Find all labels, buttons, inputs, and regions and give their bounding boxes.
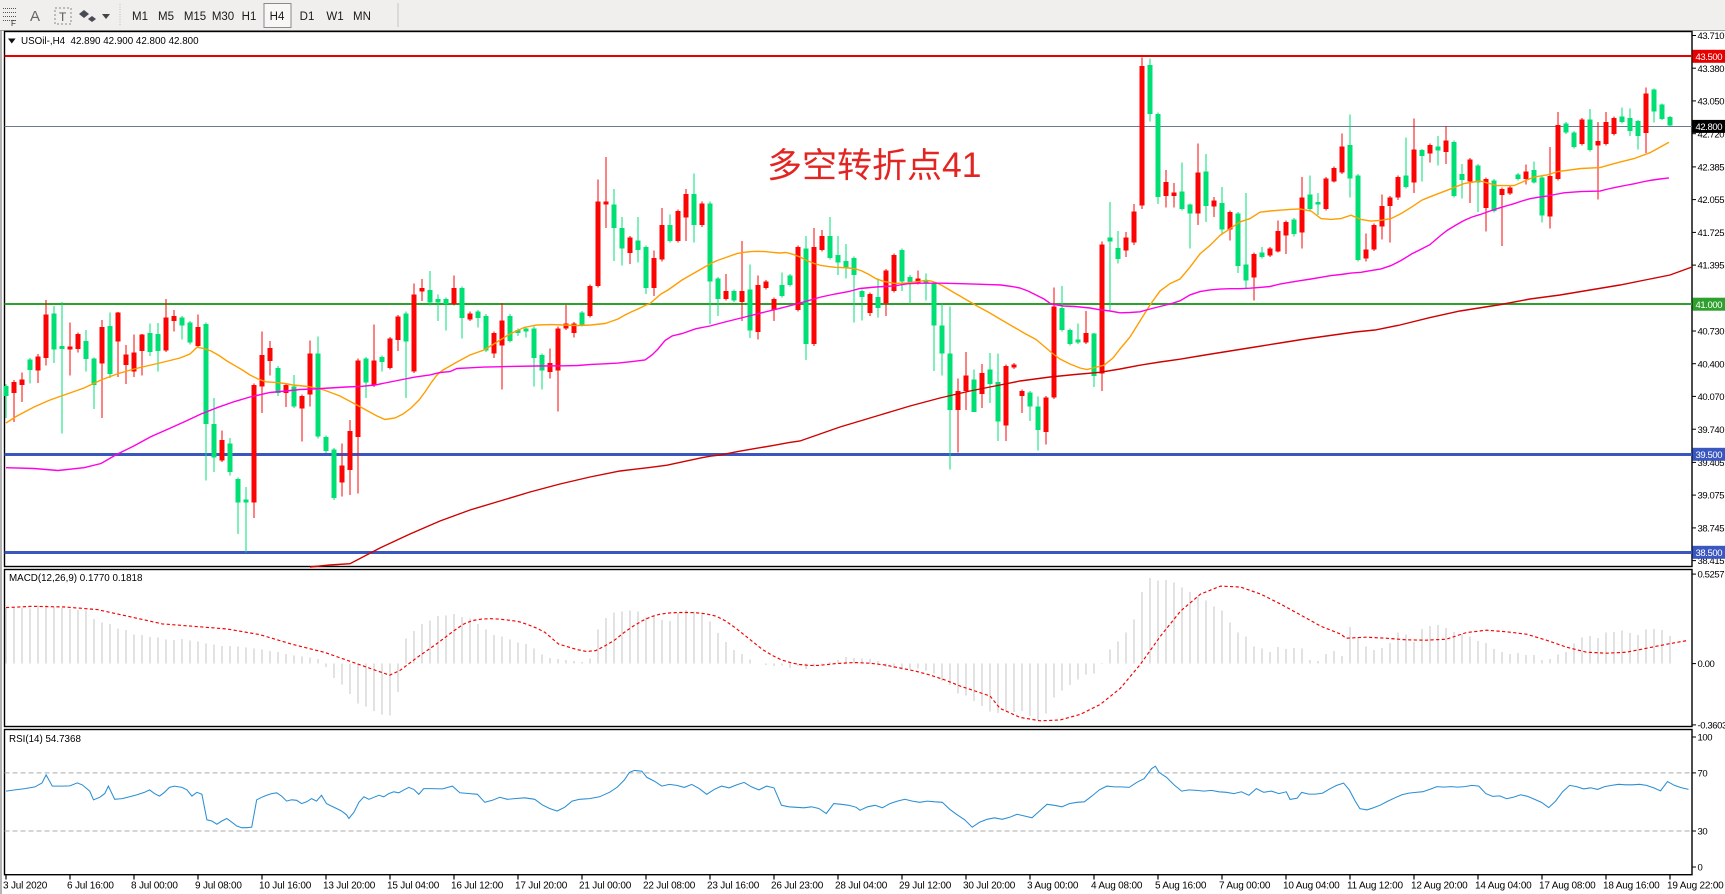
svg-text:USOil-,H4 42.890 42.900 42.80: USOil-,H4 42.890 42.900 42.800 42.800 [21,36,199,47]
svg-text:39.075: 39.075 [1698,491,1725,502]
svg-text:D1: D1 [300,11,315,23]
svg-text:RSI(14) 54.7368: RSI(14) 54.7368 [9,734,81,745]
svg-text:70: 70 [1698,769,1708,780]
svg-text:3 Jul 2020: 3 Jul 2020 [3,881,48,892]
svg-text:M15: M15 [184,11,206,23]
svg-text:14 Aug 04:00: 14 Aug 04:00 [1475,881,1532,892]
svg-text:0: 0 [1698,863,1703,874]
svg-text:30: 30 [1698,827,1708,838]
svg-text:38.745: 38.745 [1698,524,1725,535]
svg-text:10 Jul 16:00: 10 Jul 16:00 [259,881,312,892]
svg-text:M1: M1 [132,11,148,23]
svg-text:40.400: 40.400 [1698,359,1725,370]
svg-text:3 Aug 00:00: 3 Aug 00:00 [1027,881,1079,892]
svg-text:F: F [11,19,16,28]
svg-text:0.5257: 0.5257 [1698,570,1725,581]
svg-text:43.500: 43.500 [1696,52,1723,63]
svg-text:H1: H1 [242,11,257,23]
svg-text:38.415: 38.415 [1698,556,1725,567]
svg-text:39.740: 39.740 [1698,425,1725,436]
svg-text:28 Jul 04:00: 28 Jul 04:00 [835,881,888,892]
svg-text:41.000: 41.000 [1696,300,1723,311]
svg-text:22 Jul 08:00: 22 Jul 08:00 [643,881,696,892]
svg-text:0.00: 0.00 [1698,659,1715,670]
svg-text:10 Aug 04:00: 10 Aug 04:00 [1283,881,1340,892]
svg-text:11 Aug 12:00: 11 Aug 12:00 [1347,881,1403,892]
svg-text:30 Jul 20:00: 30 Jul 20:00 [963,881,1016,892]
svg-text:43.050: 43.050 [1698,97,1725,108]
svg-text:41.725: 41.725 [1698,228,1725,239]
svg-text:8 Jul 00:00: 8 Jul 00:00 [131,881,178,892]
svg-text:16 Jul 12:00: 16 Jul 12:00 [451,881,504,892]
svg-text:100: 100 [1698,733,1713,744]
svg-text:18 Aug 16:00: 18 Aug 16:00 [1603,881,1660,892]
svg-text:42.385: 42.385 [1698,163,1725,174]
svg-text:H4: H4 [270,11,285,23]
svg-text:13 Jul 20:00: 13 Jul 20:00 [323,881,376,892]
svg-text:6 Jul 16:00: 6 Jul 16:00 [67,881,114,892]
svg-text:T: T [59,10,67,24]
svg-text:MACD(12,26,9) 0.1770 0.1818: MACD(12,26,9) 0.1770 0.1818 [9,573,143,584]
svg-text:19 Aug 22:00: 19 Aug 22:00 [1667,881,1724,892]
svg-text:7 Aug 00:00: 7 Aug 00:00 [1219,881,1271,892]
svg-text:9 Jul 08:00: 9 Jul 08:00 [195,881,242,892]
svg-text:42.720: 42.720 [1698,129,1725,140]
svg-text:17 Jul 20:00: 17 Jul 20:00 [515,881,568,892]
svg-text:A: A [30,8,40,25]
svg-text:42.055: 42.055 [1698,195,1725,206]
svg-text:4 Aug 08:00: 4 Aug 08:00 [1091,881,1143,892]
svg-text:23 Jul 16:00: 23 Jul 16:00 [707,881,760,892]
svg-text:41.395: 41.395 [1698,261,1725,272]
svg-text:39.500: 39.500 [1696,450,1723,461]
svg-text:43.710: 43.710 [1698,31,1725,42]
svg-text:39.405: 39.405 [1698,458,1725,469]
svg-text:40.730: 40.730 [1698,327,1725,338]
svg-text:M5: M5 [158,11,174,23]
svg-text:41: 41 [942,145,982,185]
svg-text:M30: M30 [212,11,234,23]
svg-text:MN: MN [353,11,371,23]
svg-text:38.500: 38.500 [1696,548,1723,559]
svg-text:5 Aug 16:00: 5 Aug 16:00 [1155,881,1207,892]
svg-text:12 Aug 20:00: 12 Aug 20:00 [1411,881,1468,892]
svg-text:42.800: 42.800 [1696,122,1723,133]
svg-text:43.380: 43.380 [1698,64,1725,75]
svg-text:29 Jul 12:00: 29 Jul 12:00 [899,881,952,892]
svg-text:15 Jul 04:00: 15 Jul 04:00 [387,881,440,892]
svg-text:17 Aug 08:00: 17 Aug 08:00 [1539,881,1596,892]
svg-text:W1: W1 [326,11,343,23]
svg-text:21 Jul 00:00: 21 Jul 00:00 [579,881,632,892]
svg-text:26 Jul 23:00: 26 Jul 23:00 [771,881,824,892]
svg-text:40.070: 40.070 [1698,392,1725,403]
svg-text:-0.3603: -0.3603 [1698,721,1725,732]
